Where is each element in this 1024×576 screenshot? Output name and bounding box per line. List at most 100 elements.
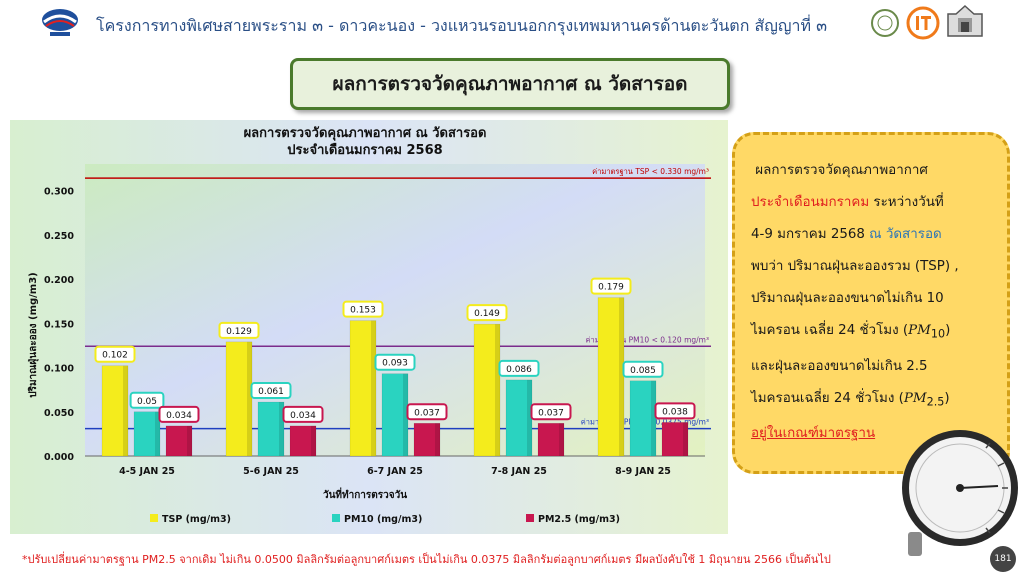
data-label: 0.093 xyxy=(382,359,408,369)
bar-shade xyxy=(651,380,656,456)
info-text-8-end: ) xyxy=(945,323,951,338)
data-label-box xyxy=(466,304,508,322)
data-label-box xyxy=(406,403,448,421)
chart-svg: ผลการตรวจวัดคุณภาพอากาศ ณ วัดสารอด ประจำ… xyxy=(10,120,728,534)
y-tick-label: 0.050 xyxy=(44,408,74,419)
data-label: 0.038 xyxy=(662,407,688,417)
bar xyxy=(473,323,501,457)
bar-shade xyxy=(683,422,688,456)
legend-label: TSP (mg/m3) xyxy=(162,514,231,525)
data-label-box xyxy=(530,403,572,421)
data-label-box xyxy=(622,360,664,378)
data-label: 0.149 xyxy=(474,309,500,319)
x-tick-label: 7-8 JAN 25 xyxy=(491,466,547,477)
data-label: 0.037 xyxy=(414,408,440,418)
header: โครงการทางพิเศษสายพระราม ๓ - ดาวคะนอง - … xyxy=(0,0,1024,48)
y-tick-label: 0.250 xyxy=(44,231,74,242)
info-pm25-symbol: PM xyxy=(903,390,927,406)
info-box: ผลการตรวจวัดคุณภาพอากาศ ประจำเดือนมกราคม… xyxy=(732,132,1010,474)
page-number: 181 xyxy=(990,546,1016,572)
bar-shade xyxy=(247,341,252,456)
legend-swatch xyxy=(332,514,340,522)
data-label: 0.086 xyxy=(506,365,532,375)
data-label-box xyxy=(590,277,632,295)
data-label: 0.061 xyxy=(258,387,284,397)
data-label: 0.129 xyxy=(226,327,252,337)
data-label-box xyxy=(654,402,696,420)
info-text-7: ปริมาณฝุ่นละอองขนาดไม่เกิน 10 xyxy=(751,291,944,306)
info-text-10: ไมครอนเฉลี่ย 24 ชั่วโมง ( xyxy=(751,390,904,406)
bar-shade xyxy=(559,423,564,456)
bar-shade xyxy=(435,423,440,456)
bar-shade xyxy=(279,402,284,456)
data-label-box xyxy=(250,382,292,400)
info-text-3: ระหว่างวันที่ xyxy=(869,195,944,210)
info-location: ณ วัดสารอด xyxy=(864,227,942,242)
data-label-box xyxy=(342,300,384,318)
info-pm10-symbol: PM xyxy=(908,323,931,338)
bar-shade xyxy=(495,324,500,456)
y-tick-label: 0.150 xyxy=(44,319,74,330)
bar xyxy=(661,422,689,457)
chart-subtitle: ประจำเดือนมกราคม 2568 xyxy=(287,142,442,158)
data-label-box xyxy=(158,405,200,423)
seal-logo-icon xyxy=(871,9,899,37)
y-axis-label: ปริมาณฝุ่นละออง (mg/m3) xyxy=(27,272,39,398)
data-label-box xyxy=(498,359,540,377)
bar xyxy=(349,320,377,457)
legend-label: PM10 (mg/m3) xyxy=(344,514,422,525)
y-tick-label: 0.200 xyxy=(44,275,74,286)
x-tick-label: 5-6 JAN 25 xyxy=(243,466,299,477)
bar-shade xyxy=(527,379,532,456)
slide-title: ผลการตรวจวัดคุณภาพอากาศ ณ วัดสารอด xyxy=(332,73,688,95)
data-label-box xyxy=(94,345,136,363)
data-label: 0.034 xyxy=(290,411,316,421)
info-text-9: และฝุ่นละอองขนาดไม่เกิน 2.5 xyxy=(751,358,928,374)
data-label-box xyxy=(282,405,324,423)
x-axis-label: วันที่ทำการตรวจวัน xyxy=(323,487,407,501)
pressure-gauge-icon xyxy=(902,430,1018,556)
data-label: 0.085 xyxy=(630,366,656,376)
standard-label: ค่ามาตรฐาน PM10 < 0.120 mg/m³ xyxy=(586,335,710,344)
data-label: 0.05 xyxy=(137,397,157,407)
bar-shade xyxy=(155,411,160,456)
x-tick-label: 4-5 JAN 25 xyxy=(119,466,175,477)
legend-label: PM2.5 (mg/m3) xyxy=(538,514,620,525)
bar-shade xyxy=(311,425,316,456)
bar xyxy=(289,425,317,457)
bar xyxy=(133,411,161,457)
exat-logo-icon xyxy=(42,9,78,36)
bar-shade xyxy=(619,297,624,456)
legend-swatch xyxy=(526,514,534,522)
footnote: *ปรับเปลี่ยนค่ามาตรฐาน PM2.5 จากเดิม ไม่… xyxy=(22,553,831,566)
info-text-8: ไมครอน เฉลี่ย 24 ชั่วโมง ( xyxy=(751,323,909,338)
data-label-box xyxy=(218,321,260,339)
info-text-10-end: ) xyxy=(944,390,950,406)
bar xyxy=(101,365,129,457)
slide-title-box: ผลการตรวจวัดคุณภาพอากาศ ณ วัดสารอด xyxy=(290,58,730,110)
standard-label: ค่ามาตรฐาน TSP < 0.330 mg/m³ xyxy=(592,167,709,176)
data-label: 0.153 xyxy=(350,306,376,316)
y-tick-label: 0.000 xyxy=(44,452,74,463)
y-tick-label: 0.300 xyxy=(44,187,74,198)
bar xyxy=(381,373,409,457)
info-dates: 4-9 มกราคม 2568 xyxy=(751,227,865,242)
info-month: ประจำเดือนมกราคม xyxy=(751,195,870,210)
crest-logo-icon xyxy=(947,4,983,37)
bar-shade xyxy=(371,320,376,456)
info-pm25-sub: 2.5 xyxy=(926,395,945,409)
bars: 0.102 0.129 0.153 0.149 0.179 0.05 0.061 0.093 0… xyxy=(94,277,696,457)
info-text-6: พบว่า ปริมาณฝุ่นละอองรวม (TSP) , xyxy=(751,259,959,274)
bar xyxy=(629,380,657,457)
chart-title: ผลการตรวจวัดคุณภาพอากาศ ณ วัดสารอด xyxy=(244,126,487,141)
data-label: 0.102 xyxy=(102,351,128,361)
data-label: 0.034 xyxy=(166,411,192,421)
data-label: 0.037 xyxy=(538,408,564,418)
bar-shade xyxy=(187,425,192,456)
data-label: 0.179 xyxy=(598,283,624,293)
bar xyxy=(413,423,441,457)
x-tick-label: 8-9 JAN 25 xyxy=(615,466,671,477)
legend-swatch xyxy=(150,514,158,522)
bar xyxy=(597,297,625,457)
